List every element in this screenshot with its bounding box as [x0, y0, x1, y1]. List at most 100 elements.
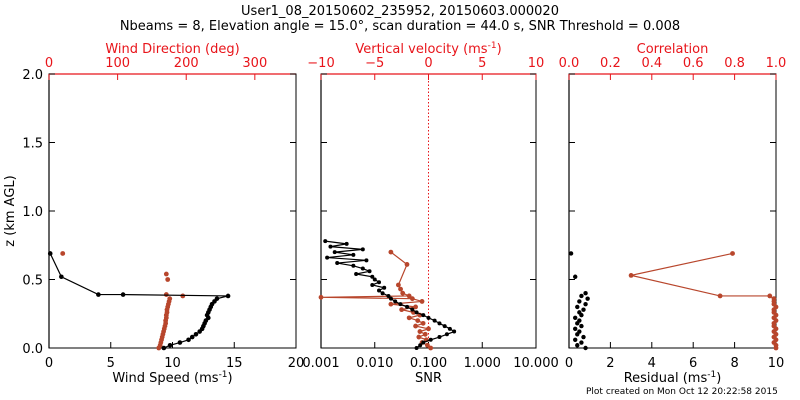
vertical-velocity-point — [419, 299, 425, 304]
vertical-velocity-point — [416, 334, 422, 340]
snr-point — [421, 340, 426, 345]
top-tick-label: 1.0 — [766, 56, 787, 71]
wind-speed-point — [193, 332, 199, 337]
top-tick-label: 0 — [45, 56, 53, 71]
wind-speed-point — [197, 329, 202, 334]
snr-point — [364, 258, 369, 263]
snr-point — [382, 285, 387, 290]
residual-point — [575, 332, 580, 337]
top-axis-label: Correlation — [637, 42, 709, 57]
snr-point — [377, 288, 382, 293]
top-tick-label: 0.0 — [559, 56, 580, 71]
residual-point — [573, 326, 578, 332]
plot-frame-0 — [48, 73, 297, 349]
vertical-velocity-point — [398, 286, 403, 292]
residual-point — [581, 307, 586, 312]
vertical-velocity-point — [420, 320, 426, 326]
snr-point — [432, 318, 437, 323]
wind-speed-point — [225, 293, 231, 299]
top-tick-label: 10 — [528, 56, 545, 71]
snr-point — [437, 335, 442, 340]
snr-point — [344, 241, 349, 246]
plot-frame-2 — [568, 73, 777, 349]
residual-point — [575, 304, 580, 310]
snr-point — [388, 296, 393, 301]
plot-footer: Plot created on Mon Oct 12 20:22:58 2015 — [586, 387, 778, 397]
vertical-velocity-point — [415, 318, 421, 323]
x-tick-label: 4 — [648, 356, 656, 371]
x-tick-label: 20 — [288, 356, 305, 371]
vertical-velocity-point — [413, 323, 418, 329]
correlation-point — [717, 293, 723, 299]
residual-point — [579, 340, 584, 345]
top-axis-label: Vertical velocity (ms-1) — [355, 41, 501, 57]
wind-direction-point — [60, 251, 66, 256]
top-tick-label: 100 — [105, 56, 130, 71]
x-tick-label: 0 — [565, 356, 573, 371]
residual-point — [579, 293, 584, 299]
snr-point — [380, 291, 385, 296]
snr-point — [325, 255, 330, 260]
x-axis-label: SNR — [415, 371, 442, 386]
vertical-velocity-point — [404, 262, 410, 267]
top-tick-label: 0.8 — [724, 56, 745, 71]
vertical-velocity-point — [413, 304, 418, 310]
top-tick-label: 200 — [174, 56, 199, 71]
snr-point — [447, 326, 452, 331]
wind-speed-line — [49, 253, 229, 349]
snr-point — [442, 324, 447, 329]
wind-speed-point — [96, 292, 101, 297]
wind-speed-point — [59, 274, 64, 280]
snr-point — [367, 269, 372, 274]
x-tick-label: 0.100 — [410, 356, 447, 371]
vertical-velocity-point — [406, 293, 412, 299]
snr-point — [414, 310, 419, 315]
snr-point — [377, 280, 382, 285]
top-axis-label: Wind Direction (deg) — [105, 42, 239, 57]
residual-point — [575, 321, 580, 326]
snr-point — [414, 346, 419, 350]
x-tick-label: 2 — [606, 356, 614, 371]
snr-point — [444, 332, 449, 337]
snr-point — [428, 337, 433, 342]
snr-point — [360, 266, 365, 271]
residual-point — [573, 274, 578, 279]
x-tick-label: 0.001 — [302, 356, 339, 371]
vertical-velocity-point — [406, 315, 412, 321]
x-tick-label: 10.000 — [513, 356, 559, 371]
snr-point — [370, 274, 375, 279]
vertical-velocity-point — [426, 326, 431, 332]
snr-point — [393, 299, 398, 304]
correlation-point — [767, 293, 773, 299]
vertical-velocity-point — [425, 342, 430, 348]
residual-point — [583, 301, 588, 307]
top-tick-label: 5 — [478, 56, 486, 71]
x-tick-label: 0 — [45, 356, 53, 371]
snr-point — [418, 343, 423, 348]
wind-speed-point — [120, 292, 126, 297]
residual-point — [583, 345, 588, 351]
snr-point — [351, 263, 356, 268]
wind-speed-point — [186, 337, 191, 343]
residual-point — [581, 334, 586, 340]
snr-point — [410, 307, 415, 312]
top-tick-label: −10 — [307, 56, 334, 71]
correlation-point — [730, 251, 735, 256]
top-tick-label: 0.4 — [641, 56, 662, 71]
y-tick-label: 1.0 — [22, 205, 43, 220]
snr-point — [332, 250, 337, 255]
snr-point — [351, 252, 356, 257]
snr-point — [370, 282, 375, 287]
snr-point — [328, 244, 333, 249]
residual-point — [568, 251, 574, 256]
y-tick-label: 1.5 — [22, 137, 43, 152]
residual-point — [577, 299, 582, 304]
snr-point — [386, 293, 391, 298]
residual-point — [575, 343, 580, 348]
vertical-velocity-point — [417, 329, 423, 334]
residual-point — [579, 312, 584, 318]
wind-speed-point — [161, 345, 167, 351]
top-tick-label: 0 — [424, 56, 432, 71]
top-tick-label: 0.2 — [600, 56, 621, 71]
residual-point — [573, 315, 578, 321]
